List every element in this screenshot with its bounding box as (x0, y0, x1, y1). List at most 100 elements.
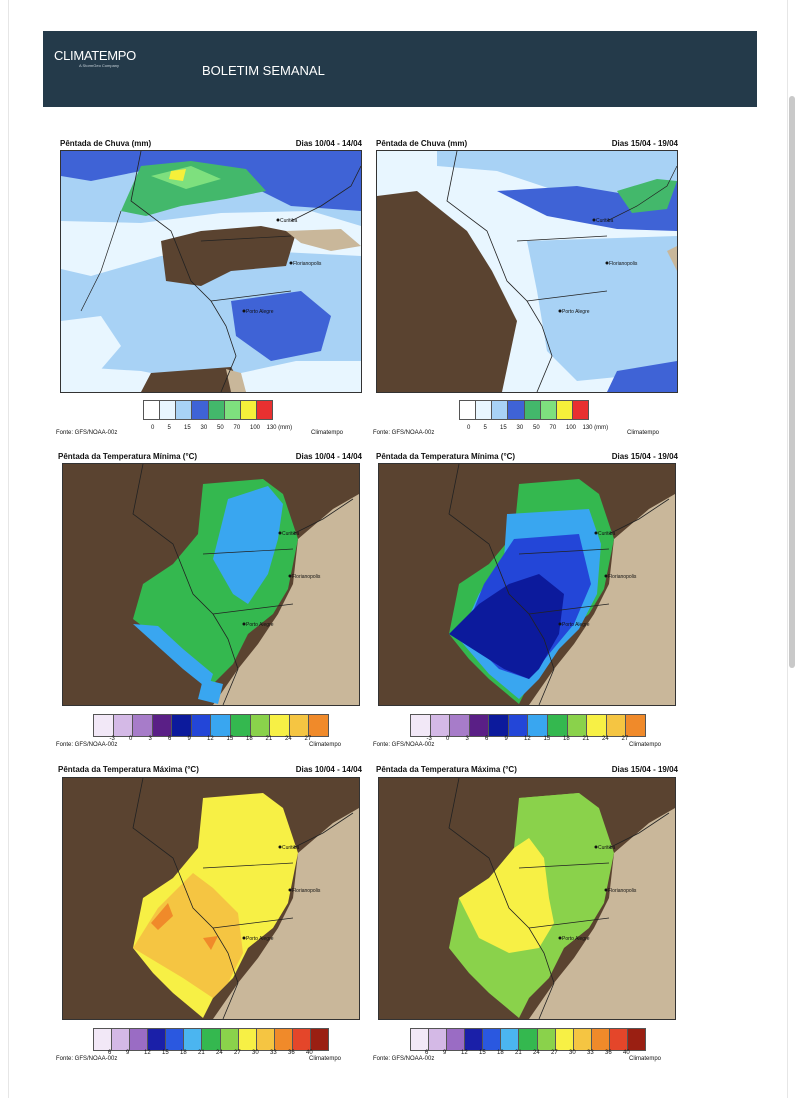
source-label: Fonte: GFS/NOAA-00z (56, 430, 118, 436)
tmax-legend-swatch (220, 1029, 239, 1050)
climatempo-logo: CLIMATEMPO (54, 48, 136, 63)
scrollbar[interactable] (789, 96, 795, 668)
bulletin-header: CLIMATEMPO A StormGeo Company BOLETIM SE… (43, 31, 757, 107)
tmin-legend-swatch (309, 715, 328, 736)
brand-label: Climatempo (627, 430, 660, 436)
city-curitiba: Curitiba (596, 218, 613, 224)
tmax-ticks-1: 6 9 12 15 18 21 24 27 30 33 36 40 (93, 1050, 327, 1058)
bulletin-title: BOLETIM SEMANAL (202, 63, 325, 78)
tmax-legend-1 (93, 1028, 329, 1051)
rain-legend-swatch (144, 401, 161, 419)
rain-legend-tick: 70 (233, 425, 241, 431)
tmax-legend-swatch (627, 1029, 646, 1050)
source-label: Fonte: GFS/NOAA-00z (373, 742, 435, 748)
tmax-legend-swatch (112, 1029, 131, 1050)
tmax-legend-tick: 18 (180, 1050, 187, 1056)
tmin-legend-swatch (528, 715, 549, 736)
tmin-map-1: Curitiba Florianopolis Porto Alegre (62, 463, 360, 706)
tmax-legend-tick: 18 (497, 1050, 504, 1056)
tmax-legend-tick: 24 (216, 1050, 223, 1056)
rain-legend-swatch (476, 401, 493, 419)
tmax-legend-swatch (501, 1029, 520, 1050)
tmin-legend-tick: 12 (207, 736, 214, 742)
rain-2-title: Pêntada de Chuva (mm) (376, 139, 468, 148)
rain-legend-tick: 0 (467, 425, 471, 431)
city-porto-alegre: Porto Alegre (562, 309, 590, 315)
tmax-legend-swatch (465, 1029, 484, 1050)
tmax-legend-swatch (148, 1029, 167, 1050)
rain-legend-tick: 130 (mm) (266, 425, 293, 431)
rain-ticks-2: 0 5 15 30 50 70 100 130 (mm) (463, 425, 613, 433)
tmax-legend-swatch (573, 1029, 592, 1050)
tmin-legend-swatch (430, 715, 451, 736)
tmax-legend-swatch (274, 1029, 293, 1050)
city-curitiba: Curitiba (282, 845, 299, 851)
rain-legend-tick: 5 (483, 425, 487, 431)
tmin-legend-tick: 27 (304, 736, 312, 742)
rain-2-dates: Dias 15/04 - 19/04 (611, 139, 678, 148)
tmax-legend-swatch (184, 1029, 203, 1050)
tmax-legend-tick: 9 (126, 1050, 130, 1056)
tmax-legend-swatch (94, 1029, 113, 1050)
tmin-legend-swatch (191, 715, 212, 736)
rain-legend-tick: 15 (184, 425, 191, 431)
tmin-legend-tick: 3 (148, 736, 152, 742)
tmin-legend-tick: 9 (504, 736, 508, 742)
logo-subtitle: A StormGeo Company (79, 63, 120, 68)
tmax-legend-swatch (537, 1029, 556, 1050)
city-florianopolis: Florianopolis (292, 888, 321, 894)
tmax-legend-tick: 27 (234, 1050, 241, 1056)
brand-label: Climatempo (629, 742, 662, 748)
city-porto-alegre: Porto Alegre (562, 622, 590, 628)
tmin-legend-swatch (508, 715, 529, 736)
rain-legend-tick: 0 (151, 425, 155, 431)
tmax-legend-tick: 21 (198, 1050, 205, 1056)
tmin-legend-tick: 18 (246, 736, 253, 742)
brand-label: Climatempo (309, 742, 342, 748)
city-porto-alegre: Porto Alegre (246, 622, 274, 628)
city-florianopolis: Florianopolis (293, 261, 322, 267)
rain-legend-tick: 100 (566, 425, 577, 431)
city-curitiba: Curitiba (280, 218, 297, 224)
tmin-legend-tick: 3 (465, 736, 469, 742)
tmin-legend-tick: 21 (582, 736, 590, 742)
tmin-legend-swatch (133, 715, 153, 736)
tmax-legend-swatch (411, 1029, 430, 1050)
tmax-legend-swatch (166, 1029, 185, 1050)
tmin-legend-swatch (270, 715, 290, 736)
rain-legend-tick: 5 (167, 425, 171, 431)
tmax-legend-tick: 33 (587, 1050, 594, 1056)
tmax-legend-swatch (555, 1029, 574, 1050)
tmin-ticks-2: -3 0 3 6 9 12 15 18 21 24 27 (410, 736, 644, 744)
rain-legend-swatch (208, 401, 225, 419)
tmax-ticks-2: 6 9 12 15 18 21 24 27 30 33 36 40 (410, 1050, 644, 1058)
tmin-legend-2 (410, 714, 646, 737)
tmax-legend-tick: 15 (162, 1050, 169, 1056)
tmax-legend-swatch (256, 1029, 275, 1050)
tmax-legend-swatch (447, 1029, 466, 1050)
tmax-legend-swatch (591, 1029, 610, 1050)
tmin-legend-swatch (626, 715, 645, 736)
tmin-legend-tick: 15 (226, 736, 234, 742)
city-curitiba: Curitiba (598, 531, 615, 537)
tmax-legend-tick: 30 (252, 1050, 259, 1056)
rain-legend-swatch (556, 401, 573, 419)
rain-legend-swatch (256, 401, 272, 419)
tmax-legend-tick: 33 (270, 1050, 277, 1056)
tmax-legend-swatch (202, 1029, 221, 1050)
rain-legend-tick: 30 (516, 425, 524, 431)
rain-legend-swatch (176, 401, 193, 419)
tmax-legend-swatch (519, 1029, 538, 1050)
rain-legend-swatch (192, 401, 209, 419)
tmin-2-title: Pêntada da Temperatura Mínima (°C) (376, 452, 516, 461)
tmin-legend-tick: -3 (109, 736, 115, 742)
tmax-legend-tick: 15 (479, 1050, 486, 1056)
source-label: Fonte: GFS/NOAA-00z (56, 742, 118, 748)
brand-label: Climatempo (311, 430, 344, 436)
source-label: Fonte: GFS/NOAA-00z (373, 430, 435, 436)
city-curitiba: Curitiba (598, 845, 615, 851)
tmin-legend-swatch (211, 715, 232, 736)
tmax-map-2: Curitiba Florianopolis Porto Alegre (378, 777, 676, 1020)
tmin-legend-tick: -3 (426, 736, 432, 742)
tmin-legend-tick: 6 (485, 736, 489, 742)
